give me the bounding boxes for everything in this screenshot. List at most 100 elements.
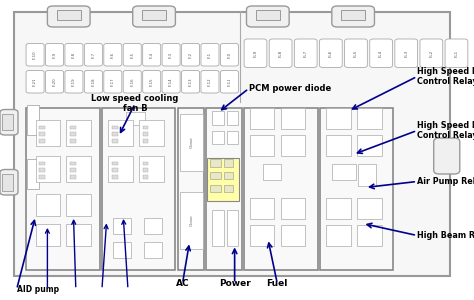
Bar bbox=[27, 105, 39, 135]
Bar bbox=[212, 130, 224, 144]
Bar bbox=[112, 132, 118, 136]
Text: F-3: F-3 bbox=[169, 52, 173, 58]
Bar bbox=[112, 168, 118, 172]
Bar bbox=[244, 108, 318, 270]
Bar bbox=[57, 11, 81, 20]
Text: High Speed Fan
Control Relay: High Speed Fan Control Relay bbox=[417, 67, 474, 86]
Text: F-10: F-10 bbox=[33, 50, 37, 59]
Bar bbox=[206, 108, 242, 270]
Bar bbox=[250, 135, 274, 156]
Text: F-11: F-11 bbox=[228, 77, 231, 86]
FancyBboxPatch shape bbox=[246, 6, 289, 27]
Bar bbox=[66, 156, 91, 182]
Bar bbox=[180, 192, 203, 249]
Text: High Speed Fan
Control Relay: High Speed Fan Control Relay bbox=[417, 121, 474, 140]
Bar bbox=[126, 112, 145, 124]
Bar bbox=[227, 130, 238, 144]
Bar bbox=[210, 159, 221, 166]
Bar bbox=[180, 114, 203, 171]
Bar bbox=[39, 168, 45, 172]
Bar bbox=[326, 225, 351, 246]
FancyBboxPatch shape bbox=[182, 44, 200, 66]
FancyBboxPatch shape bbox=[269, 39, 292, 68]
Text: F-1: F-1 bbox=[208, 52, 212, 58]
Text: F-18: F-18 bbox=[91, 77, 95, 86]
FancyBboxPatch shape bbox=[319, 39, 342, 68]
Bar bbox=[326, 198, 351, 219]
Bar bbox=[332, 164, 356, 180]
Bar bbox=[143, 132, 148, 136]
Text: Close: Close bbox=[190, 136, 193, 148]
FancyBboxPatch shape bbox=[420, 39, 443, 68]
Text: FL7: FL7 bbox=[304, 50, 308, 57]
Bar bbox=[250, 108, 274, 129]
FancyBboxPatch shape bbox=[84, 44, 102, 66]
Bar bbox=[70, 168, 76, 172]
Text: F-15: F-15 bbox=[150, 77, 154, 86]
Bar bbox=[212, 210, 224, 246]
Text: High Beam Relay: High Beam Relay bbox=[417, 231, 474, 240]
Bar bbox=[39, 162, 45, 165]
Text: F-0: F-0 bbox=[228, 52, 231, 58]
FancyBboxPatch shape bbox=[104, 70, 122, 93]
Bar bbox=[70, 139, 76, 142]
Bar bbox=[281, 225, 305, 246]
Text: F-5: F-5 bbox=[130, 52, 134, 58]
Text: Low speed cooling
fan B: Low speed cooling fan B bbox=[91, 94, 179, 113]
Bar bbox=[144, 242, 162, 258]
FancyBboxPatch shape bbox=[182, 70, 200, 93]
FancyBboxPatch shape bbox=[220, 44, 238, 66]
Text: F-9: F-9 bbox=[53, 52, 56, 58]
Bar bbox=[142, 11, 166, 20]
Bar bbox=[143, 126, 148, 129]
Bar bbox=[212, 111, 224, 124]
Text: F-4: F-4 bbox=[150, 52, 154, 58]
FancyBboxPatch shape bbox=[84, 70, 102, 93]
FancyBboxPatch shape bbox=[445, 39, 468, 68]
Bar bbox=[210, 185, 221, 192]
FancyBboxPatch shape bbox=[0, 110, 18, 135]
Bar bbox=[39, 175, 45, 178]
FancyBboxPatch shape bbox=[65, 70, 83, 93]
FancyBboxPatch shape bbox=[244, 39, 267, 68]
Text: Close: Close bbox=[190, 214, 193, 226]
Bar bbox=[143, 168, 148, 172]
Bar bbox=[281, 198, 305, 219]
FancyBboxPatch shape bbox=[345, 39, 367, 68]
FancyBboxPatch shape bbox=[201, 70, 219, 93]
Bar bbox=[227, 111, 238, 124]
Text: F-7: F-7 bbox=[91, 52, 95, 58]
FancyBboxPatch shape bbox=[220, 70, 238, 93]
Bar bbox=[139, 156, 164, 182]
Bar bbox=[102, 108, 175, 270]
FancyBboxPatch shape bbox=[434, 138, 460, 174]
Bar bbox=[39, 139, 45, 142]
FancyBboxPatch shape bbox=[162, 70, 180, 93]
Text: F-20: F-20 bbox=[53, 77, 56, 86]
Text: F-2: F-2 bbox=[189, 52, 192, 58]
FancyBboxPatch shape bbox=[26, 44, 44, 66]
FancyBboxPatch shape bbox=[395, 39, 418, 68]
Text: FL5: FL5 bbox=[354, 50, 358, 57]
Bar bbox=[108, 120, 133, 146]
FancyBboxPatch shape bbox=[26, 70, 44, 93]
Text: F-12: F-12 bbox=[208, 77, 212, 86]
Bar bbox=[143, 175, 148, 178]
Bar bbox=[70, 175, 76, 178]
Bar bbox=[70, 132, 76, 136]
Bar bbox=[250, 225, 274, 246]
Text: F-21: F-21 bbox=[33, 77, 37, 86]
FancyBboxPatch shape bbox=[133, 6, 175, 27]
FancyBboxPatch shape bbox=[123, 44, 141, 66]
Bar bbox=[2, 114, 13, 130]
Text: Power: Power bbox=[219, 279, 250, 288]
Bar bbox=[70, 162, 76, 165]
Bar bbox=[143, 162, 148, 165]
Bar bbox=[357, 135, 382, 156]
Bar bbox=[357, 108, 382, 129]
Bar bbox=[224, 172, 233, 179]
FancyBboxPatch shape bbox=[46, 44, 64, 66]
Bar bbox=[112, 139, 118, 142]
Text: F-6: F-6 bbox=[111, 52, 115, 58]
Text: FL9: FL9 bbox=[254, 50, 257, 57]
